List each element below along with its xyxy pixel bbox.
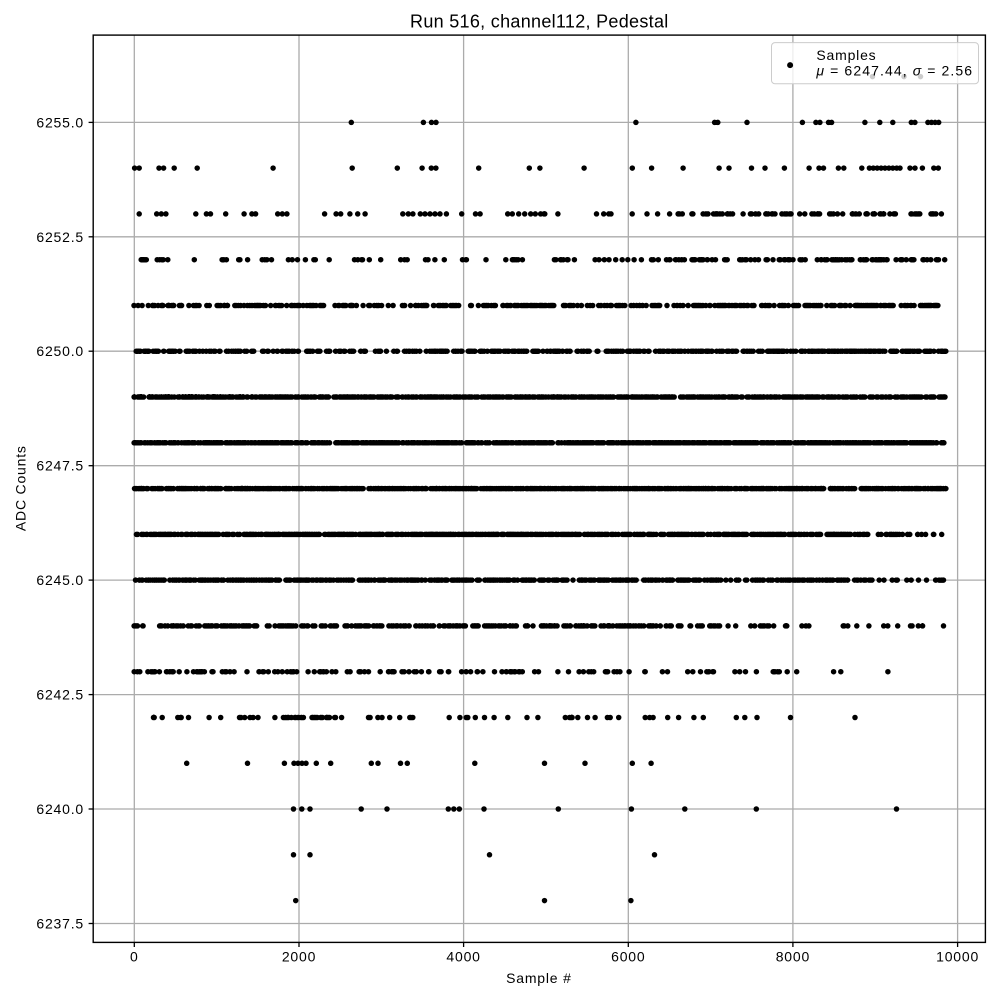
svg-text:6252.5: 6252.5 bbox=[36, 229, 84, 245]
svg-text:6237.5: 6237.5 bbox=[36, 916, 84, 932]
svg-text:6240.0: 6240.0 bbox=[36, 801, 84, 817]
svg-text:6250.0: 6250.0 bbox=[36, 343, 84, 359]
svg-text:Run 516, channel112, Pedestal: Run 516, channel112, Pedestal bbox=[410, 12, 669, 32]
svg-text:6000: 6000 bbox=[611, 949, 645, 965]
svg-text:6245.0: 6245.0 bbox=[36, 572, 84, 588]
svg-text:Samples: Samples bbox=[816, 47, 876, 63]
svg-text:10000: 10000 bbox=[936, 949, 979, 965]
svg-text:2000: 2000 bbox=[282, 949, 316, 965]
svg-text:ADC Counts: ADC Counts bbox=[13, 445, 29, 531]
svg-text:6255.0: 6255.0 bbox=[36, 114, 84, 130]
svg-text:μ = 6247.44, σ = 2.56: μ = 6247.44, σ = 2.56 bbox=[815, 62, 973, 78]
svg-text:8000: 8000 bbox=[776, 949, 810, 965]
svg-text:0: 0 bbox=[130, 949, 139, 965]
svg-text:Sample #: Sample # bbox=[506, 970, 572, 986]
svg-text:4000: 4000 bbox=[446, 949, 480, 965]
svg-text:6242.5: 6242.5 bbox=[36, 687, 84, 703]
svg-text:6247.5: 6247.5 bbox=[36, 458, 84, 474]
